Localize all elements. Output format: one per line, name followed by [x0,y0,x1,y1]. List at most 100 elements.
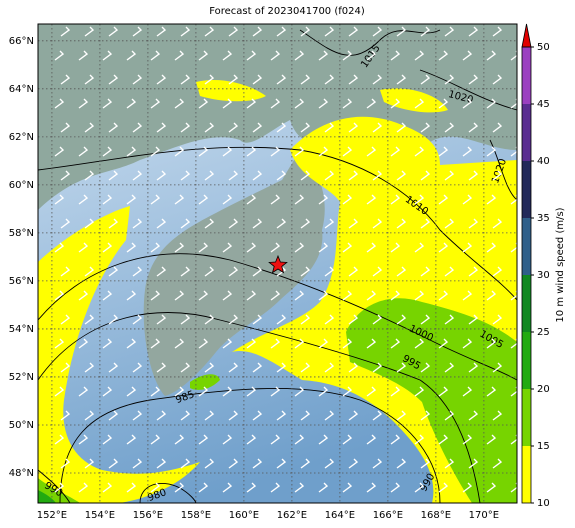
wind-barb [468,410,479,421]
wind-barb [84,266,95,277]
wind-barb [372,458,383,469]
colorbar-tick-label: 40 [537,156,550,167]
wind-barb [222,194,233,205]
wind-barb [342,98,353,109]
wind-barb [390,338,401,349]
wind-barb [444,218,455,229]
wind-barb [492,314,503,325]
wind-barb [270,482,281,493]
wind-barb [468,458,479,469]
wind-barb [294,482,305,493]
wind-barb [486,290,497,301]
wind-barb [78,290,89,301]
map-title: Forecast of 2023041700 (f024) [209,6,365,17]
wind-barb [342,434,353,445]
lon-label: 168°E [421,510,451,521]
wind-barb [348,74,359,85]
wind-barb [204,170,215,181]
wind-barb [294,434,305,445]
wind-barb [132,218,143,229]
wind-barb [438,434,449,445]
wind-barb [222,386,233,397]
wind-barb [156,314,167,325]
wind-barb [222,50,233,61]
wind-barb [60,26,71,37]
wind-barb [468,26,479,37]
wind-barb [486,434,497,445]
wind-barb [390,386,401,397]
wind-barb [150,434,161,445]
lat-label: 66°N [9,36,34,47]
wind-barb [78,386,89,397]
wind-barb [372,26,383,37]
wind-barb [276,314,287,325]
wind-barb [60,122,71,133]
wind-barb [348,314,359,325]
wind-barb [420,74,431,85]
wind-barb [78,242,89,253]
wind-barb [324,458,335,469]
wind-barb [438,290,449,301]
wind-barb [54,434,65,445]
wind-barb [102,386,113,397]
wind-barb [438,146,449,157]
mainland [38,24,517,210]
colorbar: 10 15 20 25 30 35 40 45 50 [521,23,550,509]
wind-barb [348,266,359,277]
wind-barb [108,26,119,37]
wind-barb [222,434,233,445]
wind-barb [252,26,263,37]
wind-barb [420,458,431,469]
wind-barb [348,458,359,469]
wind-barb [486,338,497,349]
wind-barb [180,266,191,277]
wind-barb [510,338,517,349]
wind-barb [414,482,425,493]
wind-barb [174,98,185,109]
wind-barb [318,386,329,397]
wind-barb [270,386,281,397]
wind-barb [300,170,311,181]
wind-barb [348,218,359,229]
wind-barb [180,122,191,133]
wind-barb [372,314,383,325]
wind-barb [372,410,383,421]
wind-barb [486,482,497,493]
wind-barb [420,410,431,421]
wind-barb [300,458,311,469]
wind-barb [294,338,305,349]
wind-barb [132,170,143,181]
wind-barb [486,194,497,205]
wind-barb [198,338,209,349]
wind-barb [396,458,407,469]
wind-barb [414,434,425,445]
lat-label: 54°N [9,324,34,335]
wind-barb [174,338,185,349]
wind-light-green [38,374,220,503]
wind-barb [468,170,479,181]
lon-label: 164°E [325,510,355,521]
wind-barb [54,194,65,205]
wind-barb [60,218,71,229]
wind-barb [390,146,401,157]
lon-label: 158°E [181,510,211,521]
wind-barb [342,194,353,205]
wind-barb [414,194,425,205]
wind-barb [252,410,263,421]
wind-barb [102,194,113,205]
wind-barb [318,194,329,205]
wind-barb [324,314,335,325]
wind-barb [276,26,287,37]
wind-barb [204,74,215,85]
wind-barb [156,74,167,85]
location-star [268,254,288,274]
wind-barb [84,26,95,37]
wind-barb [510,146,517,157]
wind-barb [318,146,329,157]
wind-barb [300,218,311,229]
wind-barb [324,362,335,373]
lat-label: 60°N [9,180,34,191]
wind-barb [126,98,137,109]
wind-barb [222,146,233,157]
wind-barb [468,266,479,277]
